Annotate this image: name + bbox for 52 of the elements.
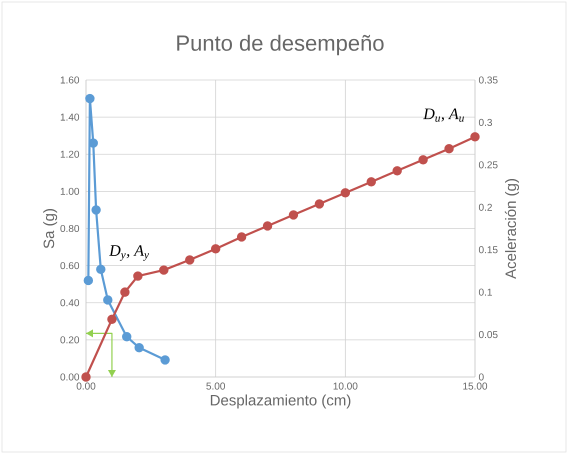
y2-tick-label: 0.05 [478, 331, 498, 338]
x-tick-label: 10.00 [334, 382, 358, 390]
point [84, 276, 94, 286]
point [134, 342, 144, 352]
y-tick-label: 0.60 [60, 262, 80, 270]
point [120, 287, 130, 297]
point [185, 255, 194, 265]
point [236, 232, 246, 242]
point [314, 199, 324, 209]
point [81, 372, 91, 382]
point [85, 94, 95, 104]
y-tick-label: 1.00 [60, 188, 80, 195]
point [133, 271, 143, 281]
point [91, 205, 101, 215]
y2-axis-title: Aceleración (g) [504, 179, 520, 279]
point [103, 295, 112, 305]
y2-tick-label: 0 [478, 373, 484, 381]
y2-tick-label: 0.35 [478, 76, 498, 84]
y-tick-label: 0.80 [60, 224, 80, 232]
y2-tick-label: 0.2 [478, 204, 492, 211]
y-tick-label: 0.00 [60, 373, 80, 381]
y2-tick-label: 0.25 [478, 161, 498, 168]
point [210, 244, 220, 254]
y-tick-label: 1.40 [60, 114, 80, 121]
y2-tick-label: 0.1 [478, 288, 492, 296]
y2-tick-label: 0.15 [478, 246, 498, 254]
y-axis-title: Sa (g) [43, 209, 58, 248]
y2-tick-label: 0.3 [478, 118, 492, 126]
point [340, 188, 350, 198]
x-tick-label: 15.00 [463, 382, 488, 390]
y-tick-label: 1.60 [60, 76, 80, 84]
x-tick-label: 0.00 [76, 382, 96, 390]
point [122, 332, 132, 342]
y-tick-label: 0.40 [60, 299, 80, 306]
y-tick-label: 0.20 [60, 336, 80, 344]
point [262, 221, 272, 231]
point [288, 210, 298, 220]
y-tick-label: 1.20 [60, 150, 80, 158]
point [160, 355, 170, 365]
point [96, 264, 106, 274]
point [470, 132, 480, 142]
point [418, 155, 428, 164]
point [366, 177, 376, 187]
point [107, 314, 117, 324]
point [159, 265, 169, 275]
annotation: D$_{y}$, A$_{y}$ [109, 245, 149, 261]
chart-title: Punto de desempeño [177, 34, 384, 56]
annotation: D$_{u}$, A$_{u}$ [423, 108, 464, 122]
point [392, 166, 402, 176]
x-tick-label: 5.00 [206, 382, 226, 390]
point [444, 144, 454, 154]
x-axis-title: Desplazamiento (cm) [210, 394, 350, 408]
